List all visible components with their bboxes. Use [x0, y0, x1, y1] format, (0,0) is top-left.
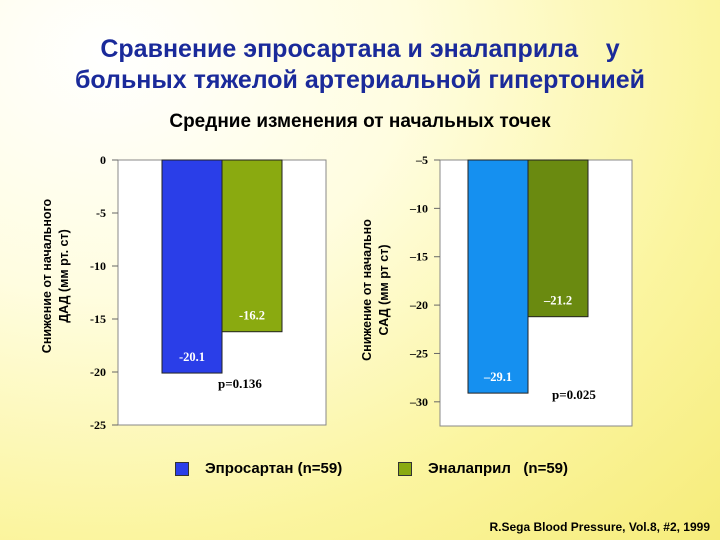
- title-line-2: больных тяжелой артериальной гипертонией: [74, 66, 646, 94]
- ylabel-dad-line2: ДАД (мм рт. ст): [57, 229, 71, 323]
- ylabel-dad-line1: Снижение от начального: [40, 198, 54, 353]
- bar-enalapril-sad: [527, 159, 589, 318]
- tick-label: –25: [409, 346, 428, 360]
- chart-dad: 0 -5 -10 -15 -20 -25 -20.1 -16.2 p=0.136 Сниж…: [40, 153, 327, 432]
- ylabel-sad-line1: Снижение от начально: [360, 219, 374, 361]
- legend-item-eprosartan: Эпросартан (n=59): [175, 460, 342, 477]
- tick-label: –5: [415, 153, 428, 167]
- data-label-eprosartan-sad: –29.1: [483, 370, 512, 384]
- chart-subtitle: Средние изменения от начальных точек: [169, 111, 551, 132]
- tick-label: -10: [90, 259, 106, 273]
- legend-label-eprosartan: Эпросартан (n=59): [205, 460, 343, 477]
- ylabel-sad-line2: САД (мм рт ст): [377, 244, 391, 335]
- tick-label: –20: [409, 298, 428, 312]
- legend: Эпросартан (n=59) Эналаприл (n=59): [0, 460, 720, 480]
- legend-item-enalapril: Эналаприл (n=59): [398, 460, 568, 477]
- tick-label: -25: [90, 418, 106, 432]
- p-value-sad: p=0.025: [552, 387, 596, 402]
- title-line-1: Сравнение эпросартана и эналаприла у: [100, 35, 620, 63]
- page-title: Сравнение эпросартана и эналаприла у бол…: [0, 34, 720, 96]
- tick-label: -5: [96, 206, 106, 220]
- tick-label: –30: [409, 395, 428, 409]
- bar-eprosartan-dad: [161, 159, 223, 374]
- chart-sad: –5 –10 –15 –20 –25 –30 –29.1 –21.2 p=0.025 Сн…: [360, 153, 633, 427]
- data-label-eprosartan-dad: -20.1: [179, 350, 205, 364]
- p-value-dad: p=0.136: [218, 376, 262, 391]
- tick-label: 0: [100, 153, 106, 167]
- tick-label: –15: [409, 250, 428, 264]
- ticks-dad: 0 -5 -10 -15 -20 -25: [90, 153, 118, 432]
- legend-swatch-eprosartan: [175, 461, 189, 476]
- ticks-sad: –5 –10 –15 –20 –25 –30: [409, 153, 440, 409]
- source-citation: R.Sega Blood Pressure, Vol.8, #2, 1999: [489, 520, 710, 534]
- tick-label: -20: [90, 365, 106, 379]
- data-label-enalapril-dad: -16.2: [239, 309, 265, 323]
- legend-swatch-enalapril: [398, 461, 412, 476]
- data-label-enalapril-sad: –21.2: [543, 294, 572, 308]
- tick-label: -15: [90, 312, 106, 326]
- tick-label: –10: [409, 201, 428, 215]
- bar-enalapril-dad: [221, 159, 283, 333]
- bar-eprosartan-sad: [467, 159, 529, 394]
- legend-label-enalapril: Эналаприл (n=59): [428, 460, 569, 477]
